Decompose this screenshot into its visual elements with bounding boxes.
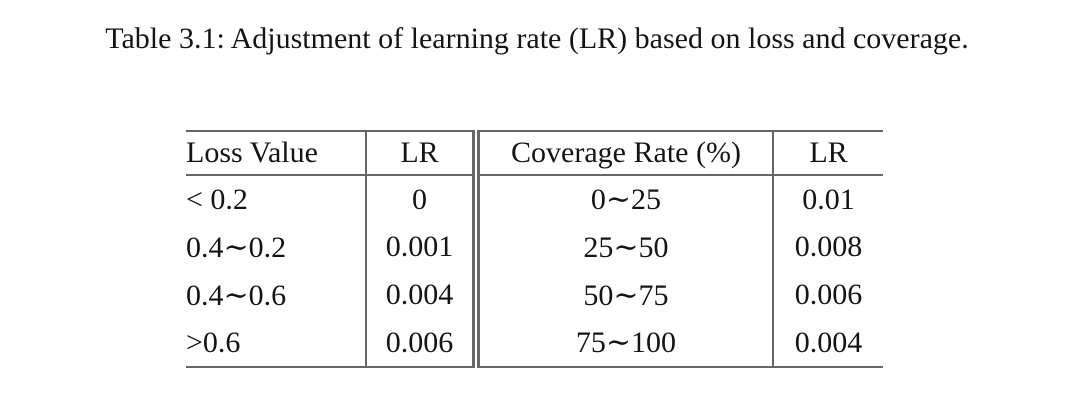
- cell-coverage-range: 50∼75: [476, 271, 774, 319]
- table-row: 0.4∼0.6 0.004 50∼75 0.006: [186, 271, 883, 319]
- lr-adjustment-table: Loss Value LR Coverage Rate (%) LR < 0.2…: [186, 130, 883, 368]
- cell-coverage-range: 0∼25: [476, 175, 774, 223]
- cell-lr-coverage: 0.01: [802, 182, 855, 216]
- cell-loss-range: 0.4∼0.2: [186, 223, 367, 271]
- header-lr-coverage: LR: [773, 131, 883, 176]
- cell-loss-range: >0.6: [186, 319, 367, 367]
- cell-coverage-range: 75∼100: [476, 319, 774, 367]
- cell-lr-coverage: 0.008: [794, 230, 863, 263]
- cell-lr-loss: 0.001: [366, 223, 480, 271]
- cell-coverage-range: 25∼50: [476, 223, 774, 271]
- table-row: 0.4∼0.2 0.001 25∼50 0.008: [186, 223, 883, 271]
- cell-lr-coverage: 0.004: [794, 325, 863, 359]
- table-row: >0.6 0.006 75∼100 0.004: [186, 319, 883, 367]
- cell-lr-coverage: 0.006: [794, 278, 863, 311]
- header-coverage-rate: Coverage Rate (%): [476, 131, 774, 176]
- header-loss-value: Loss Value: [186, 131, 367, 176]
- header-lr-loss: LR: [366, 131, 480, 176]
- header-row: Loss Value LR Coverage Rate (%) LR: [186, 131, 883, 176]
- cell-loss-range: 0.4∼0.6: [186, 271, 367, 319]
- cell-lr-loss: 0.004: [366, 271, 480, 319]
- table-row: < 0.2 0 0∼25 0.01: [186, 175, 883, 223]
- cell-lr-loss: 0: [366, 175, 480, 223]
- cell-lr-loss: 0.006: [366, 319, 480, 367]
- cell-loss-range: < 0.2: [186, 175, 367, 223]
- table-caption: Table 3.1: Adjustment of learning rate (…: [105, 22, 969, 55]
